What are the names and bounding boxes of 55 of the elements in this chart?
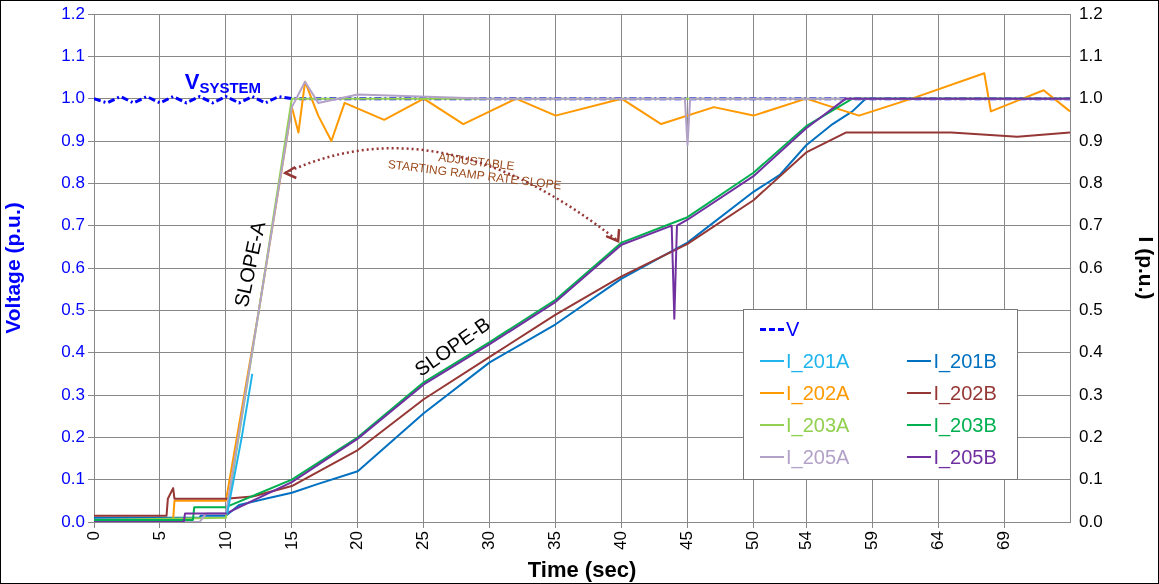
x-tick-label: 10 bbox=[215, 531, 235, 550]
y2-tick-label: 1.1 bbox=[1079, 46, 1103, 66]
y2-axis-title: I (p.u.) bbox=[1134, 236, 1158, 300]
annotation: SLOPE-A bbox=[229, 218, 270, 309]
y-tick-label: 0.3 bbox=[61, 384, 85, 404]
y-tick-label: 0.9 bbox=[61, 130, 85, 150]
x-tick-label: 30 bbox=[479, 531, 499, 550]
x-tick-label: 59 bbox=[861, 531, 881, 550]
legend-label: I_205A bbox=[786, 445, 850, 469]
y2-tick-label: 0.2 bbox=[1079, 427, 1103, 447]
legend-label: I_202A bbox=[786, 381, 850, 405]
x-tick-label: 54 bbox=[795, 531, 815, 550]
annotation: ADJUSTABLE STARTING RAMP RATE SLOPE bbox=[387, 150, 563, 193]
y2-tick-label: 0.6 bbox=[1079, 257, 1103, 277]
legend-label: V bbox=[786, 317, 800, 341]
y2-tick-label: 0.0 bbox=[1079, 511, 1103, 531]
y2-tick-label: 0.7 bbox=[1079, 215, 1103, 235]
y-tick-label: 0.6 bbox=[61, 257, 85, 277]
x-axis-title: Time (sec) bbox=[527, 556, 637, 582]
y-tick-label: 0.5 bbox=[61, 300, 85, 320]
legend-label: I_201B bbox=[933, 349, 997, 373]
legend-label: I_205B bbox=[933, 445, 997, 469]
y2-tick-label: 1.2 bbox=[1079, 3, 1103, 23]
y-tick-label: 0.2 bbox=[61, 427, 85, 447]
y-axis-title: Voltage (p.u.) bbox=[1, 202, 25, 334]
x-tick-label: 69 bbox=[993, 531, 1013, 550]
y-tick-label: 1.0 bbox=[61, 88, 85, 108]
x-tick-label: 40 bbox=[611, 531, 631, 550]
y2-tick-label: 0.1 bbox=[1079, 469, 1103, 489]
x-tick-label: 0 bbox=[83, 531, 103, 541]
legend-label: I_201A bbox=[786, 349, 850, 373]
legend-label: I_203B bbox=[933, 413, 997, 437]
y2-tick-label: 0.5 bbox=[1079, 300, 1103, 320]
y2-tick-label: 0.9 bbox=[1079, 130, 1103, 150]
x-tick-label: 5 bbox=[149, 531, 169, 541]
y-tick-label: 0.4 bbox=[61, 342, 85, 362]
y-tick-label: 0.8 bbox=[61, 173, 85, 193]
y-tick-label: 1.1 bbox=[61, 46, 85, 66]
y2-tick-label: 0.8 bbox=[1079, 173, 1103, 193]
legend-label: I_202B bbox=[933, 381, 997, 405]
y-tick-label: 1.2 bbox=[61, 3, 85, 23]
x-tick-label: 35 bbox=[545, 531, 565, 550]
x-tick-label: 15 bbox=[281, 531, 301, 550]
y2-tick-label: 1.0 bbox=[1079, 88, 1103, 108]
y-tick-label: 0.7 bbox=[61, 215, 85, 235]
y2-tick-label: 0.3 bbox=[1079, 384, 1103, 404]
legend-label: I_203A bbox=[786, 413, 850, 437]
y-tick-label: 0.0 bbox=[61, 511, 85, 531]
x-tick-label: 20 bbox=[347, 531, 367, 550]
x-tick-label: 50 bbox=[743, 531, 763, 550]
x-tick-label: 64 bbox=[927, 531, 947, 550]
x-tick-label: 25 bbox=[413, 531, 433, 550]
y2-tick-label: 0.4 bbox=[1079, 342, 1103, 362]
y-tick-label: 0.1 bbox=[61, 469, 85, 489]
x-tick-label: 45 bbox=[677, 531, 697, 550]
